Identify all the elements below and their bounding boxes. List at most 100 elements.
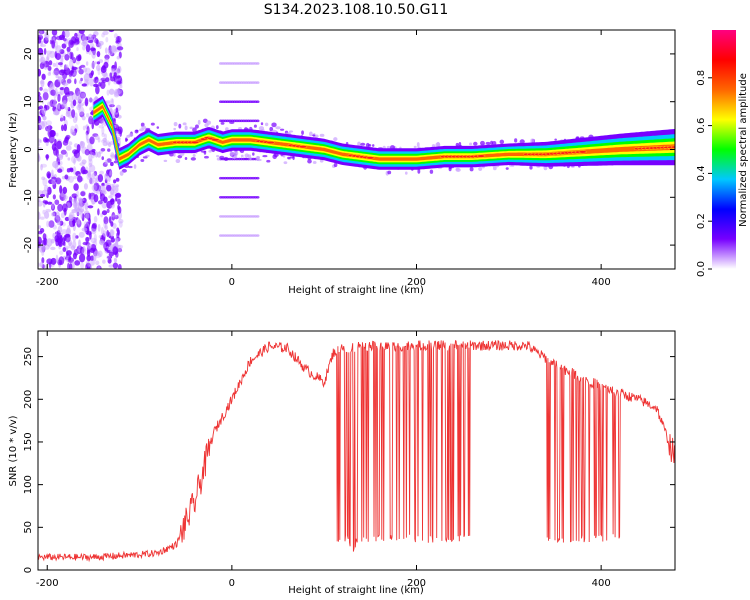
spectrogram-scatter-point [208, 149, 212, 153]
spectrogram-speckle [96, 265, 102, 269]
spectrogram-scatter-point [455, 142, 459, 147]
spectrogram-speckle [68, 214, 74, 222]
spectrogram-speckle [90, 152, 95, 159]
spectrogram-scatter-point [514, 138, 518, 143]
spectrogram-speckle [110, 161, 114, 167]
spectrogram-speckle [81, 159, 87, 165]
spectrogram-speckle [71, 109, 76, 118]
spectrogram-scatter-point [529, 165, 533, 170]
spectrogram-speckle [78, 231, 85, 238]
spectrogram-speckle [77, 175, 83, 183]
spectrogram-speckle [75, 96, 79, 101]
spectrogram-scatter-point [173, 152, 176, 157]
spectrogram-scatter-point [365, 142, 370, 148]
spectrogram-speckle [117, 204, 120, 211]
spectrogram-speckle [93, 76, 99, 84]
spectrogram-speckle [102, 141, 108, 147]
spectrogram-speckle [59, 250, 64, 256]
spectrogram-scatter-point [135, 129, 139, 132]
spectrogram-speckle [38, 142, 41, 147]
spectrogram-speckle [46, 238, 53, 247]
spectrogram-speckle [109, 72, 113, 78]
spectrogram-speckle [59, 185, 63, 194]
spectrogram-speckle [101, 210, 108, 216]
spectrogram-speckle [102, 30, 109, 36]
spectrogram-speckle [57, 168, 63, 173]
spectrogram-speckle [88, 217, 91, 225]
spectrogram-speckle [48, 220, 55, 228]
spectrogram-speckle [49, 83, 54, 89]
spectrogram-scatter-point [333, 137, 338, 142]
spectrogram-speckle [65, 145, 72, 151]
spectrogram-scatter-point [173, 122, 178, 127]
spectrogram-speckle [53, 110, 60, 116]
spectrogram-speckle [104, 159, 109, 165]
spectrogram-scatter-point [182, 122, 187, 126]
spectrogram-scatter-point [223, 156, 229, 162]
spectrogram-speckle [81, 213, 85, 222]
spectrogram-speckle [117, 247, 123, 253]
spectrogram-scatter-point [215, 125, 219, 130]
spectrogram-speckle [113, 179, 117, 184]
spectrogram-speckle [119, 84, 123, 89]
spectrogram-speckle [112, 186, 119, 194]
spectrogram-speckle [93, 250, 100, 257]
spectrogram-speckle [56, 140, 63, 150]
spectrogram-speckle [104, 221, 108, 230]
spectrogram-speckle [67, 262, 70, 269]
spectrogram-speckle [78, 253, 86, 263]
spectrogram-speckle [38, 190, 44, 195]
spectrogram-speckle [61, 229, 68, 235]
snr-y-tick-label: 250 [23, 347, 34, 366]
spectrogram-speckle [83, 221, 88, 227]
spectrogram-speckle [79, 140, 83, 146]
spectrogram-speckle [40, 163, 48, 168]
spectrogram-speckle [64, 234, 71, 243]
spectrogram-speckle [42, 209, 46, 215]
spectrogram-scatter-point [485, 141, 491, 145]
spectrogram-scatter-point [169, 153, 174, 157]
spectrogram-speckle [98, 124, 105, 129]
spectrogram-speckle [104, 173, 109, 181]
spectrogram-speckle [72, 43, 78, 47]
spectrogram-speckle [68, 94, 74, 103]
spectrogram-speckle [56, 35, 63, 41]
spectrogram-speckle [84, 97, 89, 107]
spectrogram-scatter-point [244, 153, 250, 158]
spectrogram-speckle [118, 218, 124, 224]
spectrogram-speckle [91, 184, 98, 192]
colorbar-ticks: 0.0 0.2 0.4 0.6 0.8 [696, 70, 712, 277]
spectrogram-speckle [91, 222, 97, 229]
spectrogram-harmonic-dot [255, 196, 260, 199]
spectrogram-scatter-point [240, 154, 244, 158]
spectrogram-speckle [104, 133, 107, 140]
spectrogram-speckle [67, 157, 71, 161]
snr-x-ticks: -200 0 200 400 [36, 331, 611, 589]
spectrogram-speckle [102, 137, 108, 142]
spectrogram-speckle [72, 240, 77, 249]
spectrogram-speckle [85, 213, 90, 219]
spectrogram-speckle [48, 85, 52, 93]
spectrogram-speckle [60, 114, 64, 122]
spectrogram-speckle [96, 50, 101, 58]
spectrogram-speckle [88, 158, 93, 166]
spectrogram-speckle [88, 164, 96, 173]
spectrogram-speckle [60, 220, 64, 226]
spectrogram-speckle [97, 151, 102, 158]
spectrogram-speckle [93, 83, 99, 88]
spectrogram-speckle [69, 168, 74, 173]
spectrogram-peak-mark [190, 140, 200, 144]
snr-y-tick-label: 100 [23, 475, 34, 494]
spectrogram-speckle [45, 138, 50, 143]
spectrogram-speckle [94, 134, 100, 140]
spectrogram-scatter-point [173, 127, 177, 131]
spectrogram-scatter-point [492, 166, 497, 171]
spectrogram-speckle [101, 126, 105, 135]
spectrogram-speckle [76, 245, 83, 255]
spectrogram-speckle [62, 115, 66, 121]
spectrogram-x-tick-label: -200 [36, 277, 59, 288]
spectrogram-harmonic-dot [255, 215, 260, 218]
spectrogram-speckle [51, 40, 56, 49]
spectrogram-speckle [80, 77, 83, 82]
spectrogram-speckle [51, 178, 56, 186]
